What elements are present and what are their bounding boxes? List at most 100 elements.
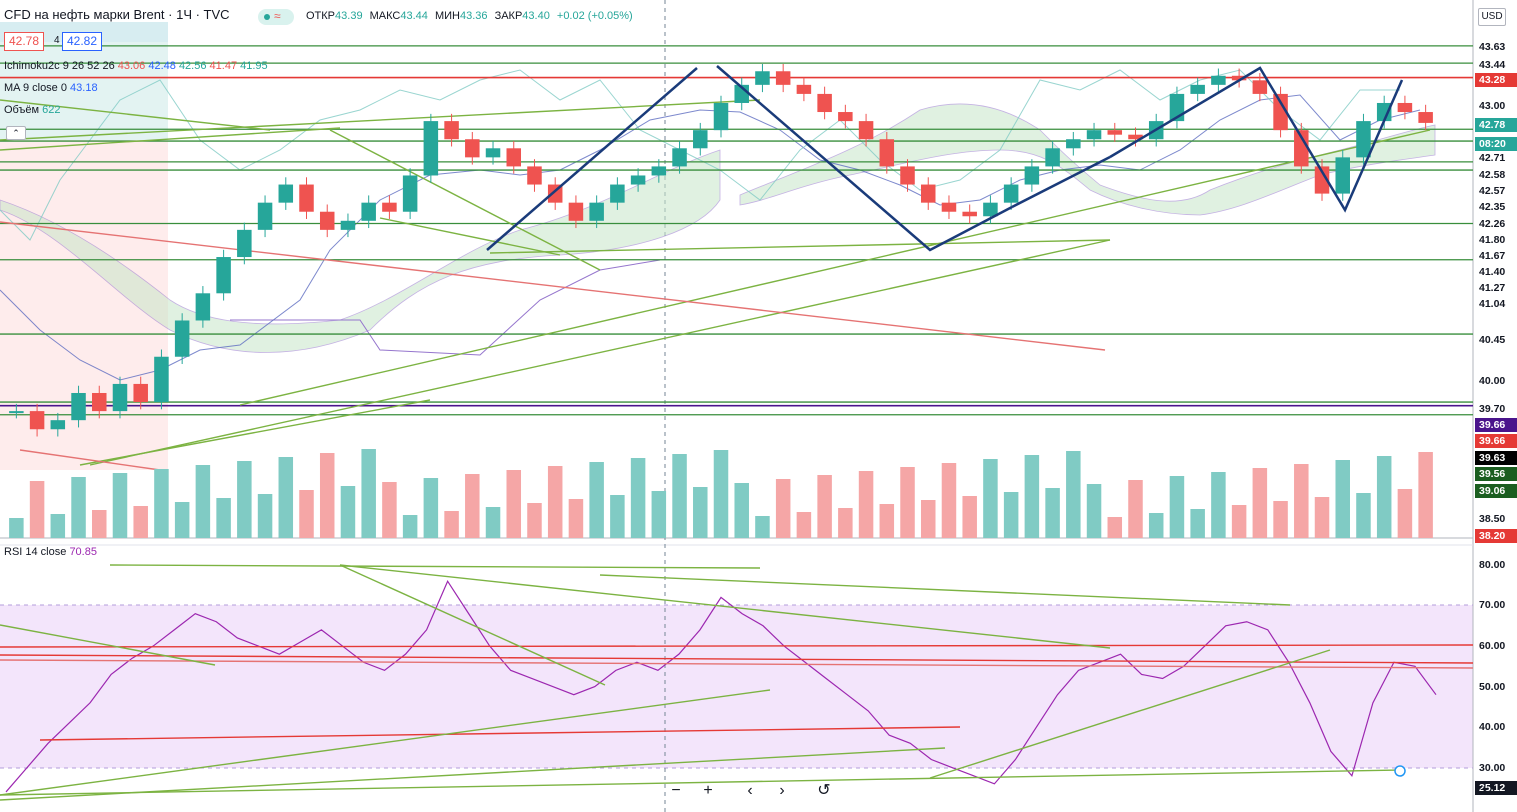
candle-body: [92, 392, 107, 412]
candle-body: [755, 71, 770, 85]
candle-body: [1003, 184, 1019, 203]
ichimoku-value-5: 41.95: [240, 60, 268, 72]
ichimoku-name: Ichimoku2c 9 26 52 26: [4, 60, 115, 72]
zoom-in-button[interactable]: +: [703, 782, 713, 799]
zoom-out-button[interactable]: −: [671, 782, 681, 799]
ichimoku-value-1: 43.06: [117, 60, 146, 72]
buy-button[interactable]: 42.82: [62, 32, 103, 51]
live-status-badge[interactable]: ≈: [258, 9, 294, 25]
volume-bar: [485, 507, 501, 538]
reset-chart-button[interactable]: ↺: [817, 782, 831, 799]
price-axis-label: 39.66: [1475, 434, 1517, 448]
sell-button[interactable]: 42.78: [4, 32, 45, 51]
rsi-trend-line: [0, 654, 1474, 664]
trend-line: [239, 129, 1431, 406]
price-axis-label: 41.04: [1479, 298, 1506, 310]
candle-body: [900, 166, 915, 185]
candle-body: [444, 121, 459, 140]
rsi-trend-line: [0, 624, 216, 666]
chart-toolbar: − + ‹ › ↺: [662, 778, 838, 804]
candle-body: [920, 184, 936, 203]
candle-body: [1045, 148, 1060, 167]
candle-body: [195, 293, 211, 321]
rsi-legend[interactable]: RSI 14 close 70.85: [4, 546, 97, 558]
volume-bar: [92, 510, 107, 538]
price-axis-label: 43.28: [1475, 73, 1517, 87]
candle-body: [1024, 166, 1040, 185]
candle-body: [485, 148, 501, 158]
rsi-axis-label: 40.00: [1479, 721, 1506, 733]
volume-bar: [1376, 456, 1392, 538]
candle-body: [983, 202, 998, 217]
scroll-left-button[interactable]: ‹: [747, 782, 753, 799]
currency-button[interactable]: USD: [1478, 8, 1506, 26]
volume-bar: [713, 450, 729, 538]
spread-value: 4: [54, 35, 60, 46]
volume-value: 622: [42, 104, 61, 116]
price-axis-label: 39.56: [1475, 467, 1517, 481]
volume-bar: [361, 449, 376, 538]
ma-legend[interactable]: MA 9 close 0 43.18: [4, 82, 98, 94]
candle-body: [1418, 112, 1433, 123]
rsi-trend-line: [0, 644, 1474, 648]
rsi-trend-line: [599, 574, 1291, 606]
add-icon[interactable]: +: [1480, 781, 1489, 797]
candle-body: [672, 148, 687, 167]
trend-line: [329, 129, 601, 271]
rsi-axis-label: 50.00: [1479, 681, 1506, 693]
volume-bar: [1335, 460, 1350, 538]
rsi-trend-line: [0, 689, 771, 796]
volume-bar: [1273, 501, 1288, 538]
symbol-name[interactable]: CFD на нефть марки Brent · 1Ч · TVC: [4, 7, 230, 22]
candle-body: [527, 166, 542, 185]
candle-body: [693, 130, 708, 149]
volume-bar: [154, 469, 169, 538]
volume-legend[interactable]: Объём 622: [4, 104, 60, 116]
volume-bar: [1003, 492, 1019, 538]
volume-bar: [237, 461, 252, 538]
candle-body: [713, 102, 729, 131]
symbol-title[interactable]: CFD на нефть марки Brent · 1Ч · TVC: [4, 7, 240, 22]
ichimoku-value-4: 41.47: [209, 60, 238, 72]
candle-body: [1128, 134, 1143, 140]
trend-line: [0, 221, 1106, 351]
volume-bar: [1314, 497, 1330, 538]
volume-bar: [402, 515, 418, 538]
price-axis-label: 43.00: [1479, 100, 1506, 112]
ichimoku-legend[interactable]: Ichimoku2c 9 26 52 26 43.06 42.48 42.56 …: [4, 60, 268, 72]
candle-body: [50, 420, 66, 430]
candle-body: [154, 356, 169, 403]
close-label: ЗАКР: [494, 10, 523, 22]
scroll-right-button[interactable]: ›: [779, 782, 785, 799]
rsi-axis-label: 30.00: [1479, 762, 1506, 774]
volume-bar: [319, 453, 335, 538]
price-axis-label: 42.35: [1479, 201, 1506, 213]
trend-line: [0, 99, 271, 131]
volume-bar: [444, 511, 459, 538]
volume-bar: [216, 498, 231, 538]
price-axis-label: 42.58: [1479, 169, 1506, 181]
price-axis-label: 41.27: [1479, 282, 1506, 294]
volume-bar: [278, 457, 294, 538]
volume-bar: [672, 454, 687, 538]
candle-body: [465, 139, 480, 158]
volume-bar: [734, 483, 749, 538]
rsi-axis-label: 80.00: [1479, 559, 1506, 571]
candle-body: [817, 93, 832, 113]
candle-body: [423, 121, 439, 176]
change-value: +0.02 (+0.05%): [556, 10, 633, 22]
rsi-axis-label: 60.00: [1479, 640, 1506, 652]
candle-body: [361, 202, 376, 221]
rsi-band: [0, 605, 1473, 768]
volume-bar: [858, 471, 874, 538]
collapse-legend-icon[interactable]: ⌃: [6, 126, 26, 140]
candle-body: [838, 112, 853, 122]
volume-bar: [112, 473, 128, 538]
volume-bar: [1294, 464, 1309, 538]
pattern-line: [486, 67, 698, 251]
rsi-trend-line: [0, 659, 1474, 669]
high-value: 43.44: [400, 10, 428, 22]
volume-bar: [382, 482, 397, 538]
price-axis-label: 40.00: [1479, 375, 1506, 387]
